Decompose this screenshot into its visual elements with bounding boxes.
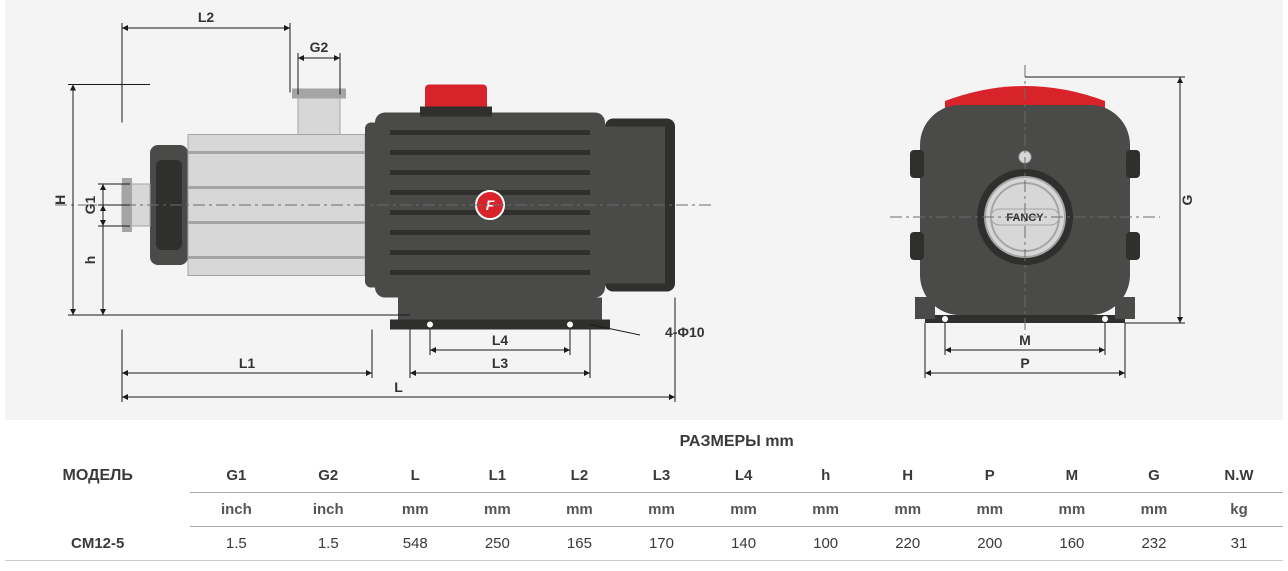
col-l4: L4 [703,459,785,493]
col-l: L [374,459,456,493]
svg-text:P: P [1020,355,1029,371]
col-g: G [1113,459,1195,493]
model-cell: CM12-5 [5,527,190,561]
svg-text:4-Φ10: 4-Φ10 [665,324,705,340]
value-cell: 100 [785,527,867,561]
value-cell: 220 [867,527,949,561]
value-cell: 140 [703,527,785,561]
table: МОДЕЛЬ РАЗМЕРЫ mm G1G2LL1L2L3L4hHPMGN.W … [5,425,1283,561]
col-m: M [1031,459,1113,493]
col-h: H [867,459,949,493]
unit-m: mm [1031,493,1113,527]
col-l3: L3 [620,459,702,493]
svg-text:L: L [394,379,403,395]
col-n.w: N.W [1195,459,1283,493]
col-h: h [785,459,867,493]
svg-text:L2: L2 [198,9,215,25]
value-cell: 232 [1113,527,1195,561]
unit-g2: inch [282,493,374,527]
unit-g: mm [1113,493,1195,527]
col-p: P [949,459,1031,493]
svg-text:G2: G2 [310,39,329,55]
col-l2: L2 [538,459,620,493]
unit-l: mm [374,493,456,527]
technical-drawing: FL2G2L44-Φ10L3L1LHG1hFANCYGMP [5,0,1283,420]
value-cell: 170 [620,527,702,561]
unit-l3: mm [620,493,702,527]
value-cell: 165 [538,527,620,561]
unit-l4: mm [703,493,785,527]
value-cell: 250 [456,527,538,561]
col-g2: G2 [282,459,374,493]
value-cell: 1.5 [282,527,374,561]
value-cell: 1.5 [190,527,282,561]
svg-text:H: H [52,195,68,205]
unit-p: mm [949,493,1031,527]
table-title: РАЗМЕРЫ mm [190,425,1283,459]
dimensions-table: МОДЕЛЬ РАЗМЕРЫ mm G1G2LL1L2L3L4hHPMGN.W … [5,425,1283,561]
table-row: CM12-51.51.55482501651701401002202001602… [5,527,1283,561]
col-l1: L1 [456,459,538,493]
unit-l1: mm [456,493,538,527]
unit-h: mm [785,493,867,527]
svg-text:h: h [82,256,98,265]
svg-text:M: M [1019,332,1031,348]
value-cell: 200 [949,527,1031,561]
value-cell: 31 [1195,527,1283,561]
unit-g1: inch [190,493,282,527]
unit-n.w: kg [1195,493,1283,527]
col-g1: G1 [190,459,282,493]
svg-text:G1: G1 [82,195,98,214]
value-cell: 160 [1031,527,1113,561]
svg-text:L3: L3 [492,355,509,371]
model-header: МОДЕЛЬ [5,425,190,527]
value-cell: 548 [374,527,456,561]
unit-h: mm [867,493,949,527]
svg-text:L4: L4 [492,332,509,348]
svg-text:L1: L1 [239,355,256,371]
unit-l2: mm [538,493,620,527]
svg-text:G: G [1179,194,1195,205]
